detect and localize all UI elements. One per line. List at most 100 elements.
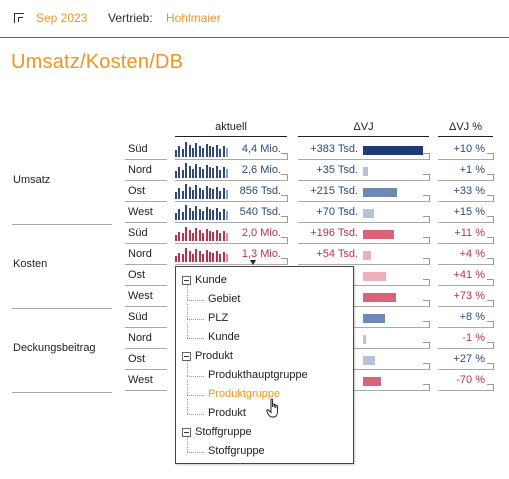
sparkline (175, 225, 231, 241)
tree-item-produktgruppe[interactable]: Produktgruppe (208, 388, 281, 400)
delta-percent: +27 % (453, 353, 486, 365)
sparkline-bar (212, 232, 215, 241)
delta-percent: +73 % (453, 290, 486, 302)
row-divider (125, 243, 167, 244)
current-value: 2,0 Mio. (241, 227, 281, 239)
sparkline-bar (192, 233, 194, 241)
delta-bar (363, 230, 394, 239)
cell-divider (298, 159, 429, 160)
sparkline-bar (175, 150, 177, 157)
sparkline-bar (178, 146, 181, 157)
sparkline-bar (205, 207, 208, 220)
tree-item-produkt[interactable]: Produkt (195, 350, 233, 362)
tree-connector (187, 414, 204, 415)
tree-connector (187, 380, 188, 395)
cell-corner-icon (423, 216, 430, 223)
tree-item-gebiet[interactable]: Gebiet (208, 293, 241, 305)
hand-cursor-icon (266, 398, 278, 418)
column-header-dvj: ΔVJ (298, 121, 429, 137)
sparkline-bar (185, 227, 188, 241)
tree-item-kunde[interactable]: Kunde (195, 274, 227, 286)
cell-corner-icon (487, 237, 494, 244)
tree-item-stoffgruppe[interactable]: Stoffgruppe (195, 426, 252, 438)
sparkline (175, 162, 231, 178)
cell-divider (298, 306, 429, 307)
cell-corner-icon (423, 153, 430, 160)
cell-divider (438, 285, 493, 286)
cell-corner-icon (487, 300, 494, 307)
sparkline-bar (195, 249, 198, 262)
collapse-toggle-icon[interactable] (182, 276, 191, 285)
period-selector[interactable]: Sep 2023 (36, 11, 88, 25)
sparkline-bar (202, 254, 205, 262)
cell-divider (438, 201, 493, 202)
collapse-toggle-icon[interactable] (182, 352, 191, 361)
row-divider (125, 285, 167, 286)
tree-item-produkthauptgruppe[interactable]: Produkthauptgruppe (208, 369, 308, 381)
sparkline-bar (198, 230, 201, 241)
cell-corner-icon (487, 342, 494, 349)
current-value: 4,4 Mio. (241, 143, 281, 155)
cell-divider (298, 180, 429, 181)
sparkline-bar (188, 230, 191, 241)
row-label-west: West (128, 374, 153, 386)
sparkline-bar (175, 235, 177, 241)
sparkline (175, 246, 231, 262)
cell-corner-icon (423, 195, 430, 202)
sparkline-bar (226, 233, 228, 241)
tree-item-produkt[interactable]: Produkt (208, 407, 246, 419)
sparkline-bar (185, 184, 188, 199)
sparkline-bar (205, 229, 208, 241)
sparkline-bar (202, 211, 205, 220)
cell-divider (298, 222, 429, 223)
dropdown-arrow-icon[interactable] (250, 260, 256, 265)
sparkline-bar (181, 170, 184, 178)
sparkline-bar (209, 146, 211, 157)
sparkline-bar (212, 147, 215, 157)
sparkline-bar (198, 251, 201, 262)
tree-item-kunde[interactable]: Kunde (208, 331, 240, 343)
cell-corner-icon (423, 363, 430, 370)
tree-item-plz[interactable]: PLZ (208, 312, 229, 324)
sparkline (175, 204, 231, 220)
tree-connector (187, 361, 188, 376)
sparkline-bar (188, 187, 191, 199)
cell-divider (175, 201, 287, 202)
tree-connector (187, 323, 188, 338)
sparkline-bar (175, 256, 177, 262)
row-divider (125, 222, 167, 223)
sparkline-bar (222, 188, 225, 199)
vertrieb-selector[interactable]: Hohlmaier (166, 11, 221, 25)
sparkline-bar (185, 248, 188, 262)
sparkline-bar (188, 208, 191, 220)
delta-percent: +8 % (459, 311, 485, 323)
row-divider (125, 180, 167, 181)
delta-percent: +15 % (453, 206, 486, 218)
collapse-toggle-icon[interactable] (182, 428, 191, 437)
sparkline-bar (222, 146, 225, 157)
group-divider (12, 308, 112, 309)
cell-divider (175, 243, 287, 244)
sparkline-bar (202, 190, 205, 199)
sparkline-bar (178, 167, 181, 178)
sparkline-bar (178, 232, 181, 241)
delta-bar (363, 251, 371, 260)
delta-bar (363, 356, 375, 365)
sparkline-bar (215, 187, 218, 199)
sparkline-bar (195, 164, 198, 178)
row-divider (125, 369, 167, 370)
cell-corner-icon (487, 258, 494, 265)
sparkline-bar (202, 233, 205, 241)
sparkline-bar (192, 254, 194, 262)
delta-value: +54 Tsd. (316, 248, 358, 260)
delta-bar (363, 314, 385, 323)
cell-corner-icon (281, 174, 288, 181)
collapse-icon[interactable] (14, 13, 24, 23)
cell-divider (438, 264, 493, 265)
sparkline-bar (178, 253, 181, 262)
delta-percent: +11 % (454, 227, 485, 239)
tree-item-stoffgruppe[interactable]: Stoffgruppe (208, 445, 265, 457)
cell-divider (298, 243, 429, 244)
delta-percent: -1 % (462, 332, 485, 344)
sparkline-bar (185, 205, 188, 220)
